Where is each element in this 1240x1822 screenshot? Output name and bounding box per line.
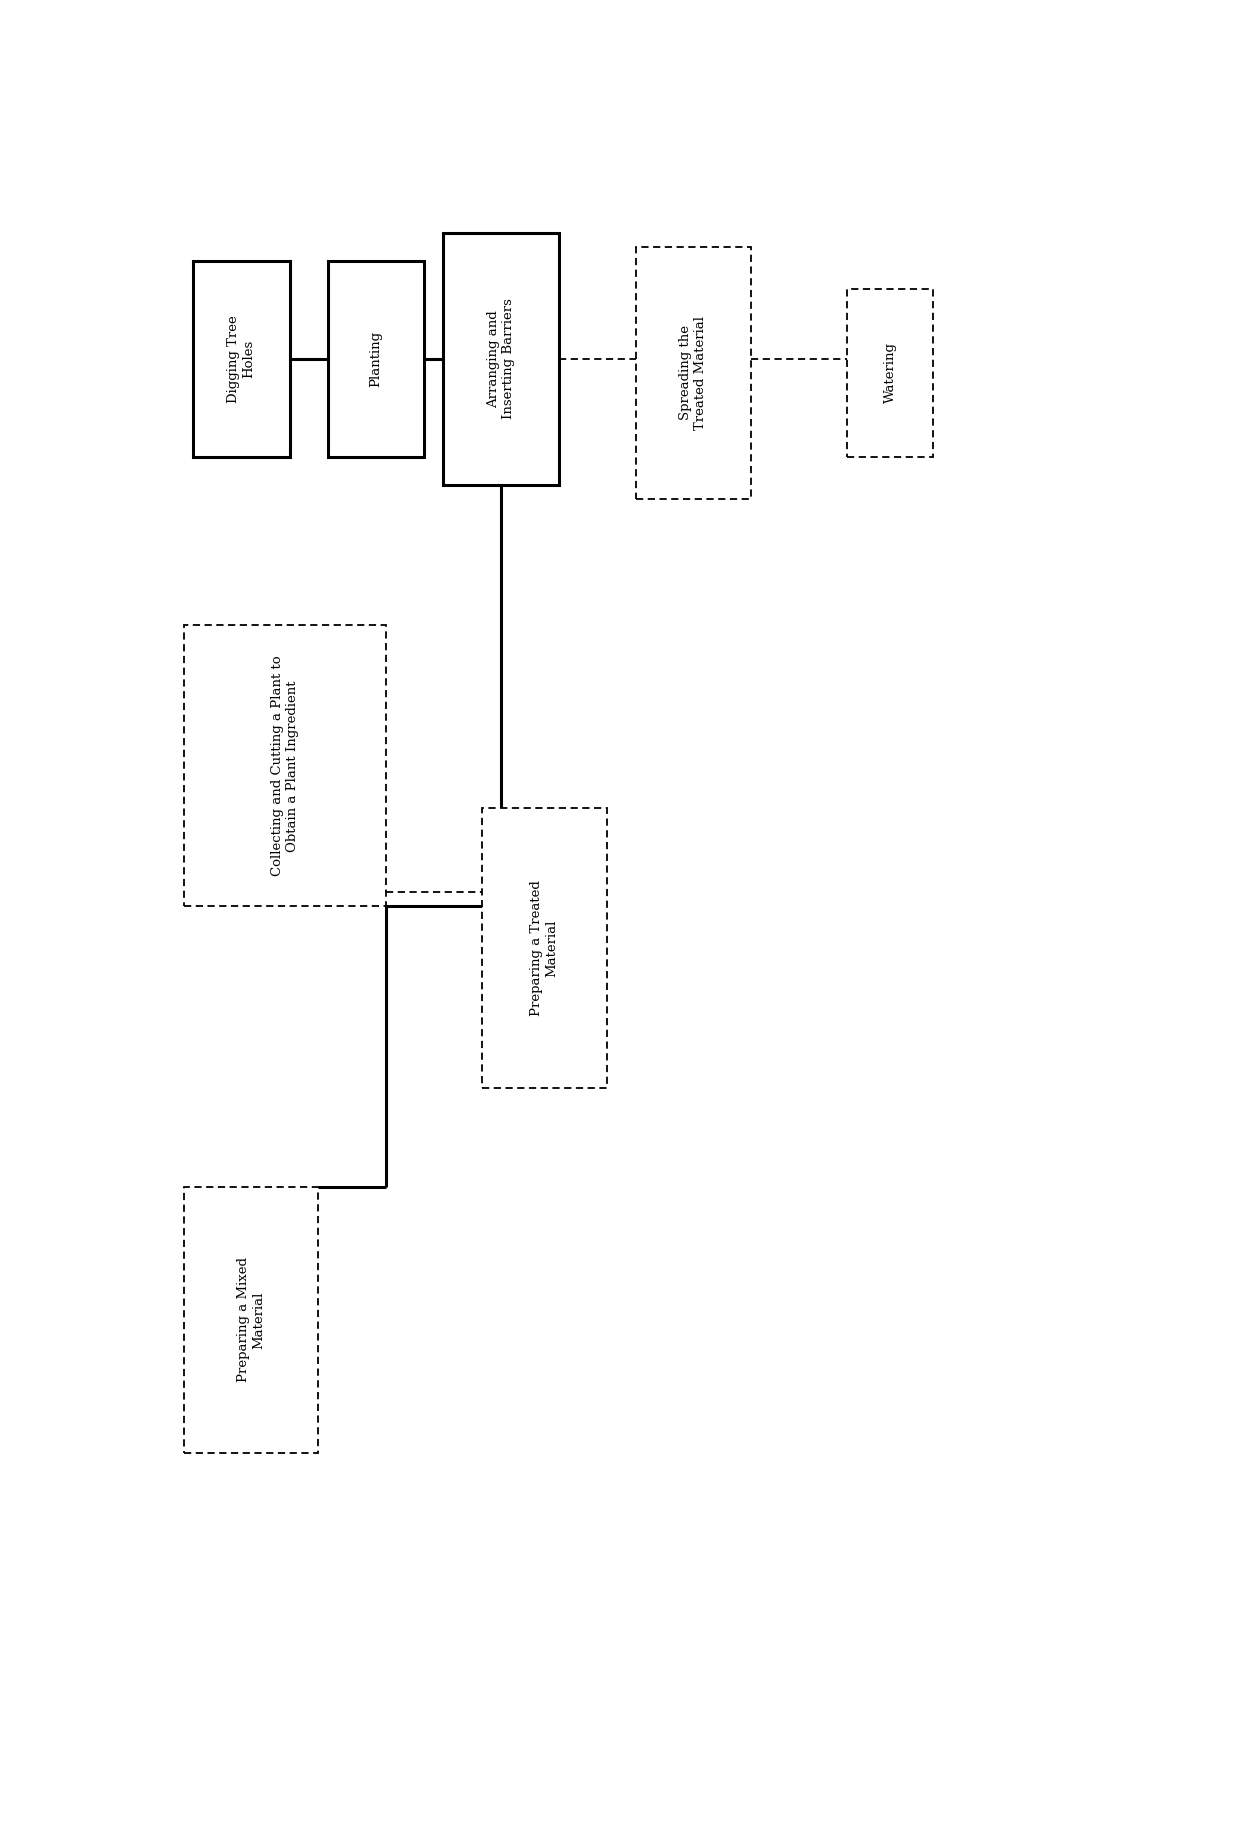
FancyBboxPatch shape [193,261,290,457]
FancyBboxPatch shape [327,261,424,457]
Text: Planting: Planting [370,332,382,386]
Text: Preparing a Mixed
Material: Preparing a Mixed Material [237,1257,265,1383]
Text: Spreading the
Treated Material: Spreading the Treated Material [680,315,707,430]
Text: Watering: Watering [884,343,897,403]
FancyBboxPatch shape [184,1186,319,1454]
FancyBboxPatch shape [635,246,751,499]
Text: Preparing a Treated
Material: Preparing a Treated Material [531,880,558,1017]
FancyBboxPatch shape [847,290,934,457]
Text: Digging Tree
Holes: Digging Tree Holes [227,315,255,403]
FancyBboxPatch shape [444,233,558,485]
FancyBboxPatch shape [481,807,606,1088]
Text: Collecting and Cutting a Plant to
Obtain a Plant Ingredient: Collecting and Cutting a Plant to Obtain… [270,656,299,876]
Text: Arranging and
Inserting Barriers: Arranging and Inserting Barriers [487,299,515,419]
FancyBboxPatch shape [184,625,386,906]
